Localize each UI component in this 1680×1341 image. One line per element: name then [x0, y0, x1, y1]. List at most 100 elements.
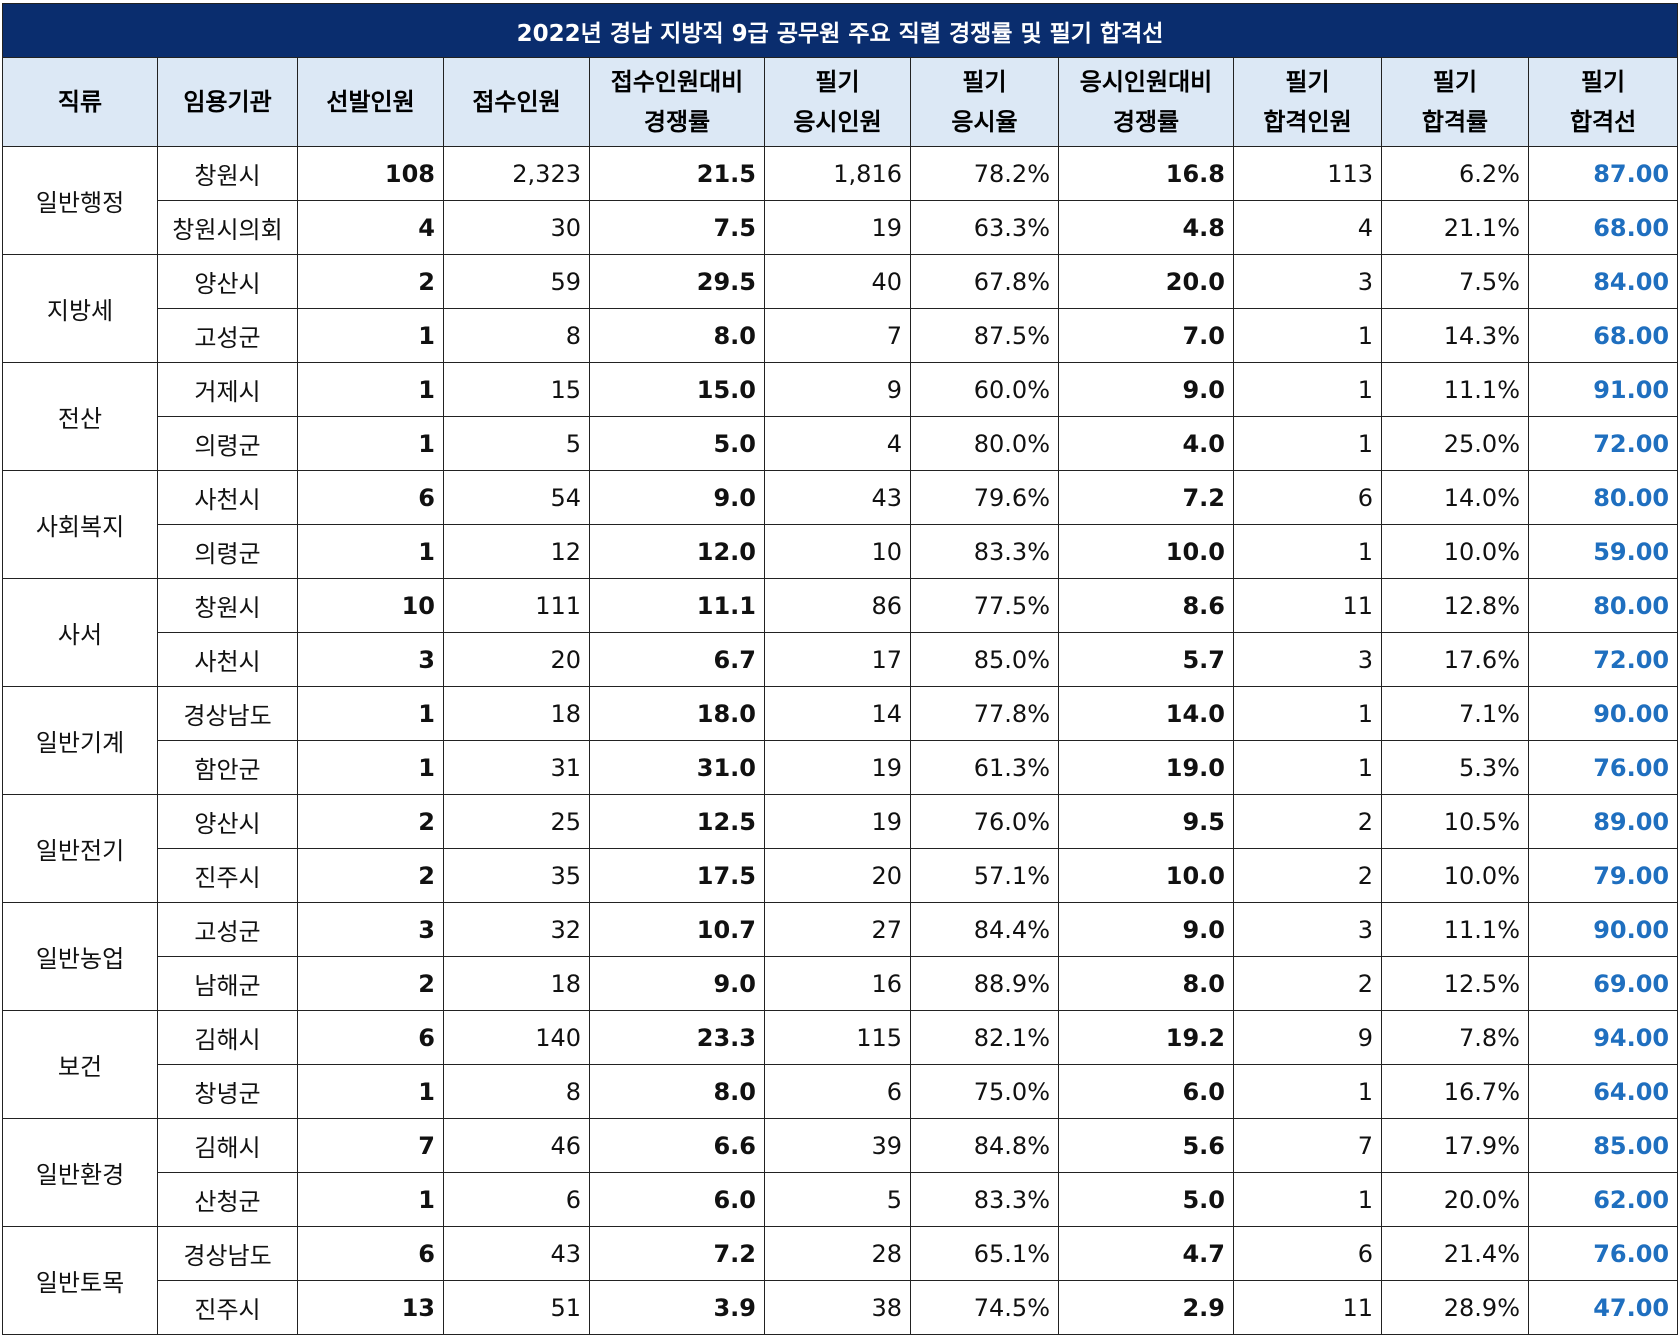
cell-job: 일반환경: [2, 1118, 158, 1227]
cell-pass-rate: 14.0%: [1381, 470, 1529, 525]
cell-apply: 46: [443, 1118, 590, 1173]
cell-pass-count: 1: [1233, 362, 1382, 417]
cell-job: 전산: [2, 362, 158, 471]
cell-exam-ratio: 9.0: [1058, 902, 1234, 957]
cell-org: 창녕군: [157, 1064, 298, 1119]
table-row: 사서 창원시 10 111 11.1 86 77.5% 8.6 11 12.8% 80.00: [2, 578, 1679, 687]
cell-org: 의령군: [157, 416, 298, 471]
cell-apply-ratio: 9.0: [589, 956, 765, 1011]
cell-pass-rate: 16.7%: [1381, 1064, 1529, 1119]
cell-job: 일반행정: [2, 146, 158, 255]
cell-cutoff: 85.00: [1527, 1118, 1679, 1173]
cell-apply: 54: [443, 470, 590, 525]
cell-exam-count: 4: [764, 416, 911, 471]
cell-pass-rate: 25.0%: [1381, 416, 1529, 471]
cell-apply-ratio: 17.5: [589, 848, 765, 903]
cell-exam-ratio: 5.7: [1058, 632, 1234, 687]
cell-apply: 6: [443, 1172, 590, 1227]
cell-exam-ratio: 4.8: [1058, 200, 1234, 255]
cell-job: 사서: [2, 578, 158, 687]
cell-job: 보건: [2, 1010, 158, 1119]
cell-apply-ratio: 10.7: [589, 902, 765, 957]
cell-org: 고성군: [157, 308, 298, 363]
cell-select: 108: [297, 146, 444, 201]
table-row: 사회복지 사천시 6 54 9.0 43 79.6% 7.2 6 14.0% 80.00: [2, 470, 1679, 579]
cell-exam-ratio: 8.6: [1058, 578, 1234, 633]
cell-exam-rate: 75.0%: [910, 1064, 1059, 1119]
cell-select: 1: [297, 416, 444, 471]
cell-exam-count: 39: [764, 1118, 911, 1173]
cell-exam-rate: 76.0%: [910, 794, 1059, 849]
cell-cutoff: 59.00: [1527, 524, 1679, 579]
cell-apply-ratio: 18.0: [589, 686, 765, 741]
cell-org: 진주시: [157, 848, 298, 903]
cell-select: 1: [297, 686, 444, 741]
cell-pass-rate: 17.6%: [1381, 632, 1529, 687]
header-org: 임용기관: [157, 57, 298, 147]
cell-org: 고성군: [157, 902, 298, 957]
header-line: 임용기관: [183, 88, 272, 116]
cell-apply: 5: [443, 416, 590, 471]
header-line: 필기: [1285, 68, 1330, 96]
cell-pass-count: 3: [1233, 254, 1382, 309]
cell-exam-count: 7: [764, 308, 911, 363]
cell-select: 4: [297, 200, 444, 255]
table-body: 일반행정 창원시 108 2,323 21.5 1,816 78.2% 16.8 113 6.2%…: [2, 146, 1679, 1335]
cell-apply: 111: [443, 578, 590, 633]
cell-cutoff: 79.00: [1527, 848, 1679, 903]
cell-exam-rate: 57.1%: [910, 848, 1059, 903]
cell-org: 김해시: [157, 1118, 298, 1173]
table-row: 일반전기 양산시 2 25 12.5 19 76.0% 9.5 2 10.5% 89.00: [2, 794, 1679, 903]
cell-exam-ratio: 7.2: [1058, 470, 1234, 525]
cell-org: 경상남도: [157, 686, 298, 741]
cell-pass-count: 3: [1233, 902, 1382, 957]
cell-pass-rate: 20.0%: [1381, 1172, 1529, 1227]
cell-exam-rate: 83.3%: [910, 524, 1059, 579]
cell-exam-ratio: 14.0: [1058, 686, 1234, 741]
table-row: 일반행정 창원시 108 2,323 21.5 1,816 78.2% 16.8 113 6.2%…: [2, 146, 1679, 255]
cell-select: 3: [297, 902, 444, 957]
header-line: 선발인원: [326, 88, 415, 116]
cell-exam-rate: 88.9%: [910, 956, 1059, 1011]
header-pass-count: 필기 합격인원: [1233, 57, 1382, 147]
table-row: 사천시 3 20 6.7 17 85.0% 5.7 3 17.6% 72.00: [3, 632, 1679, 687]
cell-apply-ratio: 12.5: [589, 794, 765, 849]
header-job: 직류: [2, 57, 158, 147]
cell-apply-ratio: 6.6: [589, 1118, 765, 1173]
header-line: 응시인원: [793, 108, 882, 136]
cell-exam-rate: 79.6%: [910, 470, 1059, 525]
cell-exam-count: 1,816: [764, 146, 911, 201]
cell-apply: 140: [443, 1010, 590, 1065]
header-line: 응시율: [951, 108, 1018, 136]
cell-pass-rate: 12.8%: [1381, 578, 1529, 633]
cell-exam-count: 19: [764, 200, 911, 255]
cell-cutoff: 90.00: [1527, 902, 1679, 957]
cell-cutoff: 84.00: [1527, 254, 1679, 309]
cell-exam-count: 86: [764, 578, 911, 633]
cell-select: 10: [297, 578, 444, 633]
cell-exam-count: 43: [764, 470, 911, 525]
cell-apply-ratio: 7.2: [589, 1226, 765, 1281]
table-row: 보건 김해시 6 140 23.3 115 82.1% 19.2 9 7.8% 94.00: [2, 1010, 1679, 1119]
cell-exam-ratio: 6.0: [1058, 1064, 1234, 1119]
cell-exam-count: 19: [764, 794, 911, 849]
table-row: 의령군 1 5 5.0 4 80.0% 4.0 1 25.0% 72.00: [3, 416, 1679, 471]
cell-pass-count: 6: [1233, 470, 1382, 525]
cell-select: 1: [297, 524, 444, 579]
cell-org: 함안군: [157, 740, 298, 795]
table-row: 진주시 13 51 3.9 38 74.5% 2.9 11 28.9% 47.00: [3, 1280, 1679, 1335]
cell-pass-rate: 17.9%: [1381, 1118, 1529, 1173]
header-line: 경쟁률: [643, 108, 711, 136]
cell-apply-ratio: 6.0: [589, 1172, 765, 1227]
cell-pass-count: 11: [1233, 578, 1382, 633]
cell-org: 창원시의회: [157, 200, 298, 255]
header-line: 접수인원: [472, 88, 561, 116]
cell-pass-rate: 10.0%: [1381, 848, 1529, 903]
header-line: 접수인원대비: [610, 68, 744, 96]
cell-apply: 8: [443, 308, 590, 363]
cell-exam-ratio: 9.0: [1058, 362, 1234, 417]
table-row: 일반환경 김해시 7 46 6.6 39 84.8% 5.6 7 17.9% 85.00: [2, 1118, 1679, 1227]
cell-exam-rate: 83.3%: [910, 1172, 1059, 1227]
table-row: 진주시 2 35 17.5 20 57.1% 10.0 2 10.0% 79.00: [3, 848, 1679, 903]
cell-pass-count: 1: [1233, 740, 1382, 795]
